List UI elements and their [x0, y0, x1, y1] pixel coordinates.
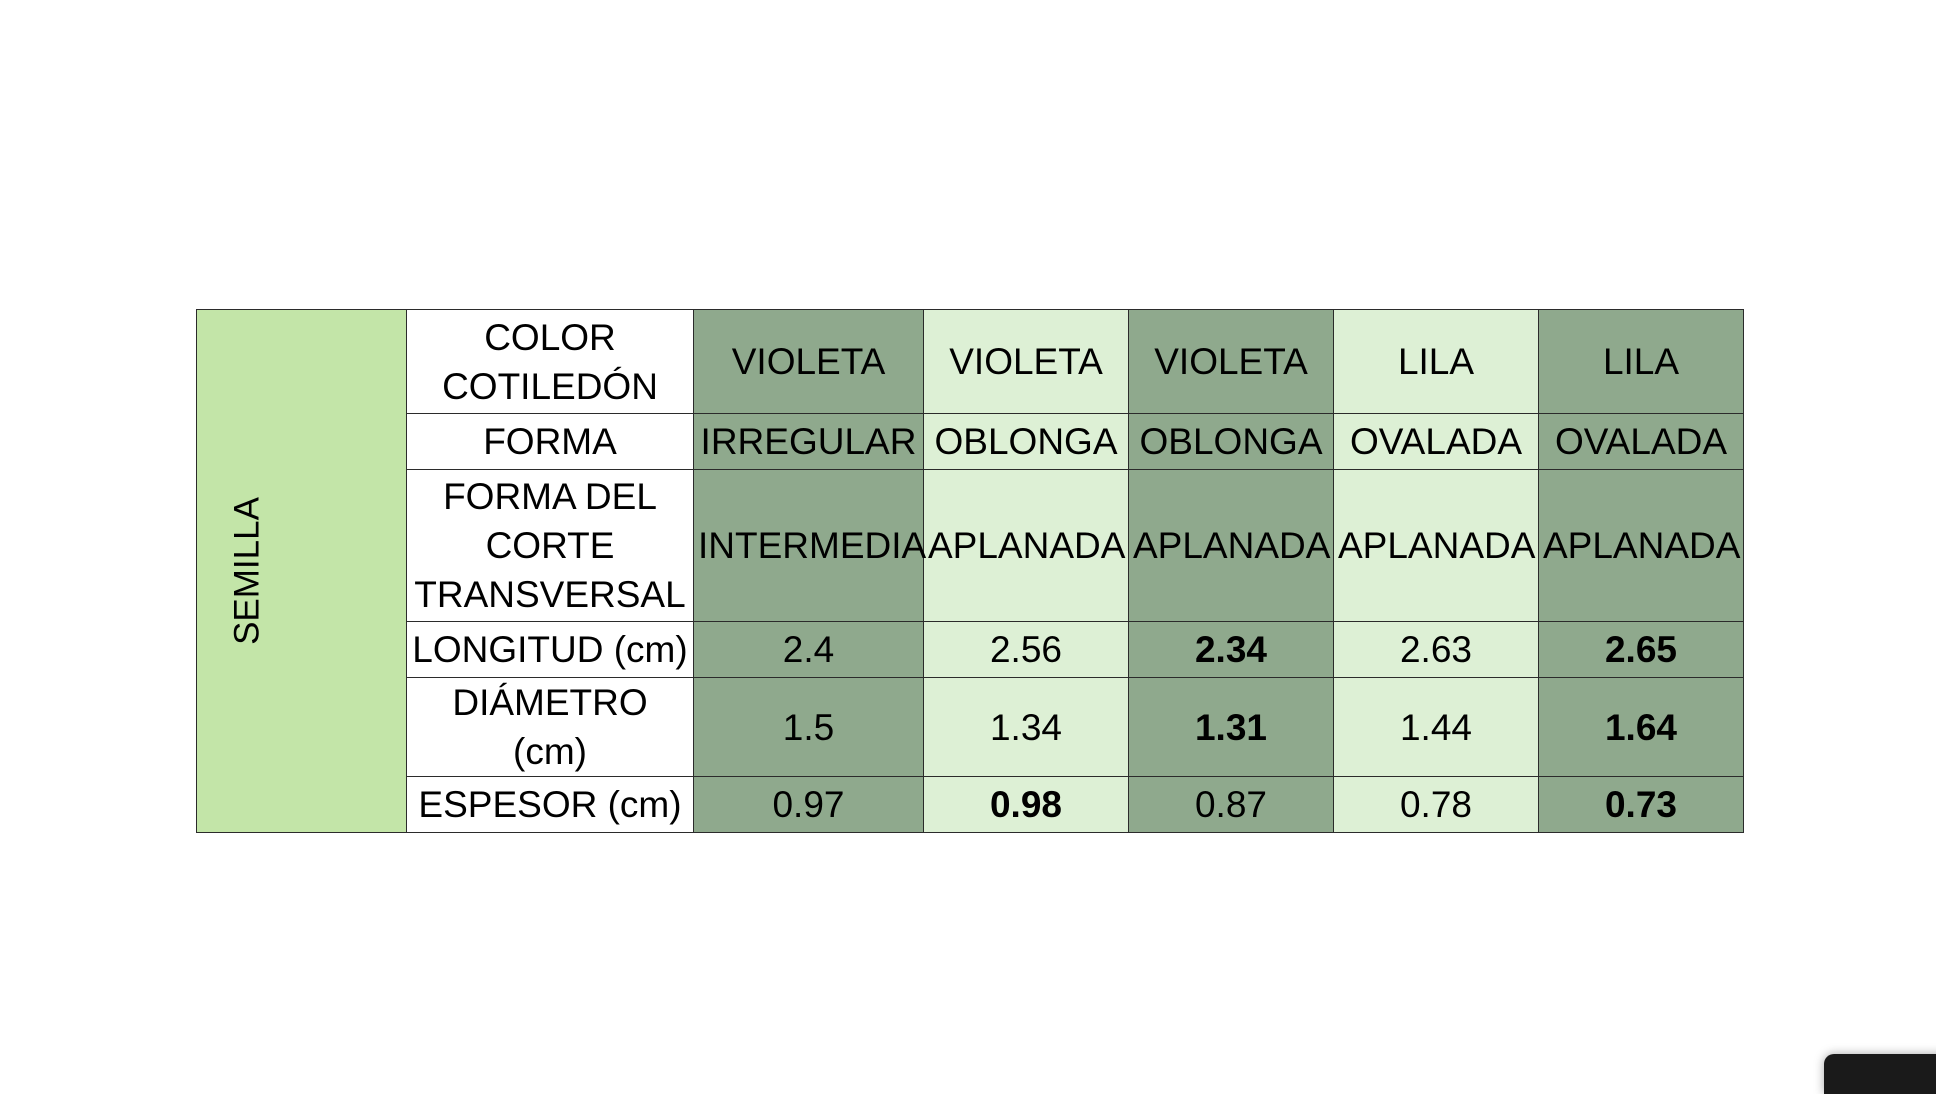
- table-cell: APLANADA: [1128, 469, 1334, 622]
- row-header: LONGITUD (cm): [406, 621, 694, 678]
- row-header: DIÁMETRO (cm): [406, 677, 694, 777]
- table-row: SEMILLA COLOR COTILEDÓN VIOLETA VIOLETA …: [196, 309, 1744, 833]
- table-cell: LILA: [1538, 309, 1744, 414]
- table-row: DIÁMETRO (cm) 1.5 1.34 1.31 1.44 1.64: [197, 677, 1744, 777]
- section-label: SEMILLA: [227, 497, 267, 645]
- table-cell: 2.63: [1333, 621, 1539, 678]
- table-cell: LILA: [1333, 309, 1539, 414]
- table-cell: 0.78: [1333, 776, 1539, 833]
- table-cell: OBLONGA: [923, 413, 1129, 470]
- row-header: COLOR COTILEDÓN: [406, 309, 694, 414]
- table-cell: VIOLETA: [923, 309, 1129, 414]
- row-header: ESPESOR (cm): [406, 776, 694, 833]
- table-cell: APLANADA: [923, 469, 1129, 622]
- seed-characteristics-table: SEMILLA COLOR COTILEDÓN VIOLETA VIOLETA …: [196, 309, 1744, 833]
- table-cell: APLANADA: [1333, 469, 1539, 622]
- table-cell: 1.64: [1538, 677, 1744, 777]
- table-cell: APLANADA: [1538, 469, 1744, 622]
- section-cell: SEMILLA: [196, 309, 407, 833]
- table-row: FORMA IRREGULAR OBLONGA OBLONGA OVALADA …: [197, 413, 1744, 470]
- table-cell: OVALADA: [1538, 413, 1744, 470]
- table-cell: 0.97: [693, 776, 924, 833]
- table-cell: 2.56: [923, 621, 1129, 678]
- table-row: FORMA DEL CORTE TRANSVERSAL INTERMEDIA A…: [197, 469, 1744, 622]
- table-cell: 0.73: [1538, 776, 1744, 833]
- table-cell: IRREGULAR: [693, 413, 924, 470]
- table-cell: 1.5: [693, 677, 924, 777]
- table-cell: VIOLETA: [1128, 309, 1334, 414]
- table-cell: OVALADA: [1333, 413, 1539, 470]
- table-cell: 2.4: [693, 621, 924, 678]
- table-cell: VIOLETA: [693, 309, 924, 414]
- table-cell: 1.44: [1333, 677, 1539, 777]
- table-cell: 2.65: [1538, 621, 1744, 678]
- table-cell: 0.87: [1128, 776, 1334, 833]
- table-row: LONGITUD (cm) 2.4 2.56 2.34 2.63 2.65: [197, 621, 1744, 678]
- row-header: FORMA DEL CORTE TRANSVERSAL: [406, 469, 694, 622]
- corner-overlay-widget[interactable]: [1824, 1054, 1936, 1094]
- table-cell: INTERMEDIA: [693, 469, 926, 622]
- table-cell: OBLONGA: [1128, 413, 1334, 470]
- table-cell: 1.34: [923, 677, 1129, 777]
- table-cell: 1.31: [1128, 677, 1334, 777]
- row-header: FORMA: [406, 413, 694, 470]
- table-cell: 0.98: [923, 776, 1129, 833]
- table-cell: 2.34: [1128, 621, 1334, 678]
- table-row: ESPESOR (cm) 0.97 0.98 0.87 0.78 0.73: [197, 776, 1744, 833]
